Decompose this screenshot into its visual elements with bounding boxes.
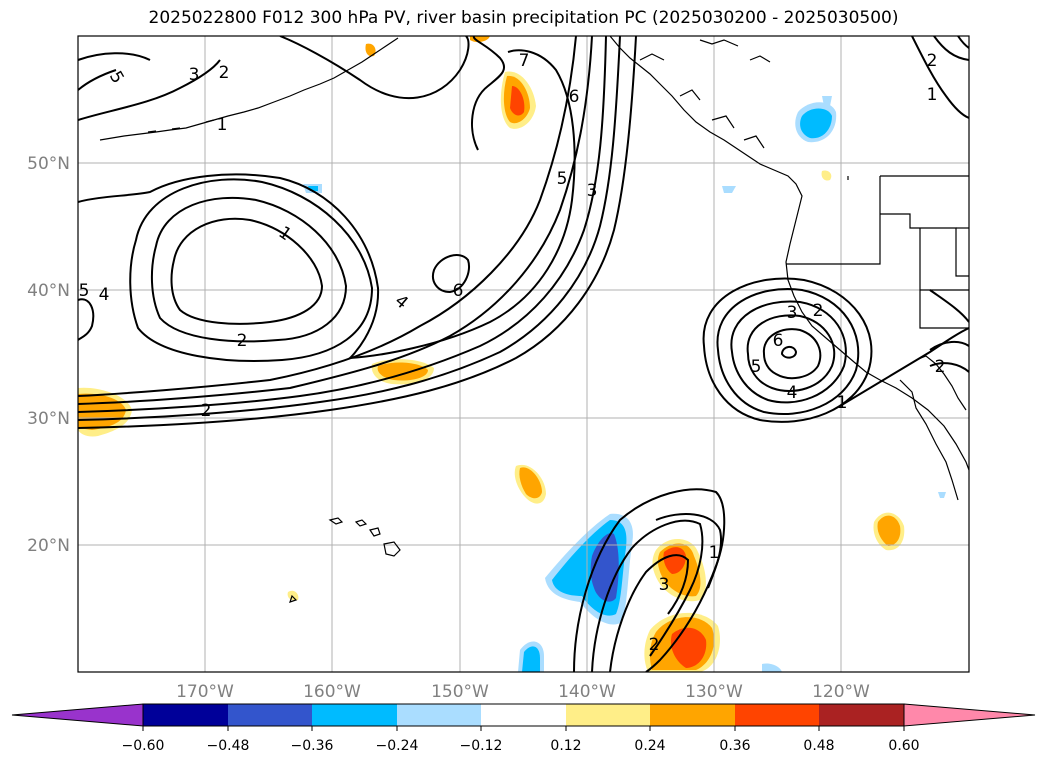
colorbar-tick-label: 0.12 xyxy=(550,738,581,754)
colorbar-segment xyxy=(143,704,228,726)
contour-label: 1 xyxy=(927,85,938,105)
lon-label-170w: 170°W xyxy=(176,682,234,702)
gridlines xyxy=(78,36,969,672)
contour-label: 2 xyxy=(649,635,660,655)
colorbar-segment xyxy=(735,704,819,726)
lon-label-120w: 120°W xyxy=(812,682,870,702)
colorbar-extend-low xyxy=(11,703,144,727)
colorbar-tick-label: 0.24 xyxy=(634,738,665,754)
colorbar-tick-label: 0.60 xyxy=(888,738,919,754)
lon-label-150w: 150°W xyxy=(431,682,489,702)
contour-label: 3 xyxy=(659,575,670,595)
contour-label: 4 xyxy=(787,383,798,403)
contour-label: 7 xyxy=(519,51,530,71)
contour-label: 6 xyxy=(569,87,580,107)
longitude-labels: 170°W 160°W 150°W 140°W 130°W 120°W xyxy=(176,682,870,702)
contour-label: 2 xyxy=(813,301,824,321)
colorbar-tick-label: 0.36 xyxy=(719,738,750,754)
colorbar-segment xyxy=(397,704,481,726)
colorbar-extend-high xyxy=(903,703,1036,727)
lat-label-40n: 40°N xyxy=(27,281,70,301)
colorbar-segment xyxy=(481,704,566,726)
colorbar-tick-label: −0.48 xyxy=(207,738,250,754)
contour-label: 1 xyxy=(837,393,848,413)
contour-label: 2 xyxy=(237,331,248,351)
contour-label: 2 xyxy=(927,51,938,71)
contour-label: 2 xyxy=(201,401,212,421)
lon-label-130w: 130°W xyxy=(685,682,743,702)
latitude-labels: 50°N 40°N 30°N 20°N xyxy=(27,154,70,556)
contour-label: 5 xyxy=(79,281,90,301)
colorbar-tick-label: −0.24 xyxy=(376,738,419,754)
contour-label: 6 xyxy=(453,281,464,301)
colorbar-tick-label: 0.48 xyxy=(803,738,834,754)
contour-label: 2 xyxy=(219,63,230,83)
contour-label: 3 xyxy=(787,303,798,323)
contour-label: 2 xyxy=(935,357,946,377)
colorbar: −0.60 −0.48 −0.36 −0.24 −0.12 0.12 0.24 … xyxy=(11,703,1036,754)
lat-label-20n: 20°N xyxy=(27,536,70,556)
colorbar-tick-label: −0.60 xyxy=(122,738,165,754)
contour-label: 6 xyxy=(773,331,784,351)
colorbar-segment xyxy=(312,704,397,726)
colorbar-tick-label: −0.12 xyxy=(460,738,503,754)
pv-contours xyxy=(78,36,969,672)
colorbar-segment xyxy=(228,704,312,726)
plot-frame xyxy=(77,35,970,673)
colorbar-segment xyxy=(819,704,904,726)
contour-label: 3 xyxy=(189,65,200,85)
contour-label: 4 xyxy=(99,285,110,305)
colorbar-tick-label: −0.36 xyxy=(291,738,334,754)
contour-label: 5 xyxy=(557,169,568,189)
contour-label: 5 xyxy=(751,357,762,377)
contour-label: 1 xyxy=(217,115,228,135)
lon-label-160w: 160°W xyxy=(303,682,361,702)
lat-label-30n: 30°N xyxy=(27,409,70,429)
colorbar-segment xyxy=(566,704,650,726)
lon-label-140w: 140°W xyxy=(558,682,616,702)
coastlines xyxy=(99,36,969,603)
contour-label: 3 xyxy=(587,181,598,201)
lat-label-50n: 50°N xyxy=(27,154,70,174)
map-title: 2025022800 F012 300 hPa PV, river basin … xyxy=(148,8,899,28)
colorbar-segment xyxy=(650,704,735,726)
contour-label: 1 xyxy=(709,543,720,563)
